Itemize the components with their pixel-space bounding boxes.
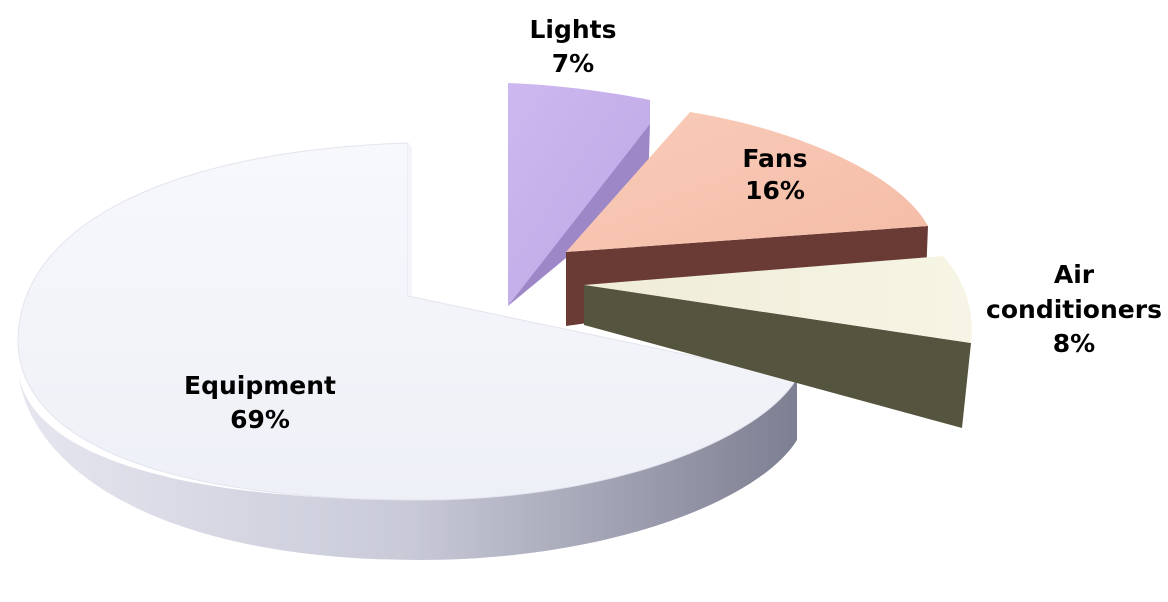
slice-equipment-top (17, 142, 798, 501)
slice-value-fans: 16% (745, 176, 805, 205)
slice-label-equipment: Equipment (184, 371, 336, 400)
slice-label-fans: Fans (742, 144, 807, 173)
slice-equipment (17, 142, 798, 560)
slice-fans-top (566, 112, 928, 252)
slice-lights-top (508, 83, 650, 306)
slice-air-conditioners-top (584, 256, 972, 343)
slice-equipment-side (18, 372, 797, 560)
slice-lights (508, 83, 650, 306)
slice-label-lights: Lights (529, 15, 616, 44)
slice-equipment-cut-face (408, 143, 412, 296)
slice-air-conditioners-side (584, 285, 971, 428)
slice-value-equipment: 69% (230, 405, 290, 434)
slice-value-lights: 7% (552, 49, 594, 78)
slice-label-air-conditioners-line2: conditioners (986, 295, 1162, 324)
slice-value-air-conditioners: 8% (1053, 329, 1095, 358)
slice-air-conditioners (584, 256, 972, 428)
slice-label-air-conditioners-line1: Air (1054, 260, 1095, 289)
